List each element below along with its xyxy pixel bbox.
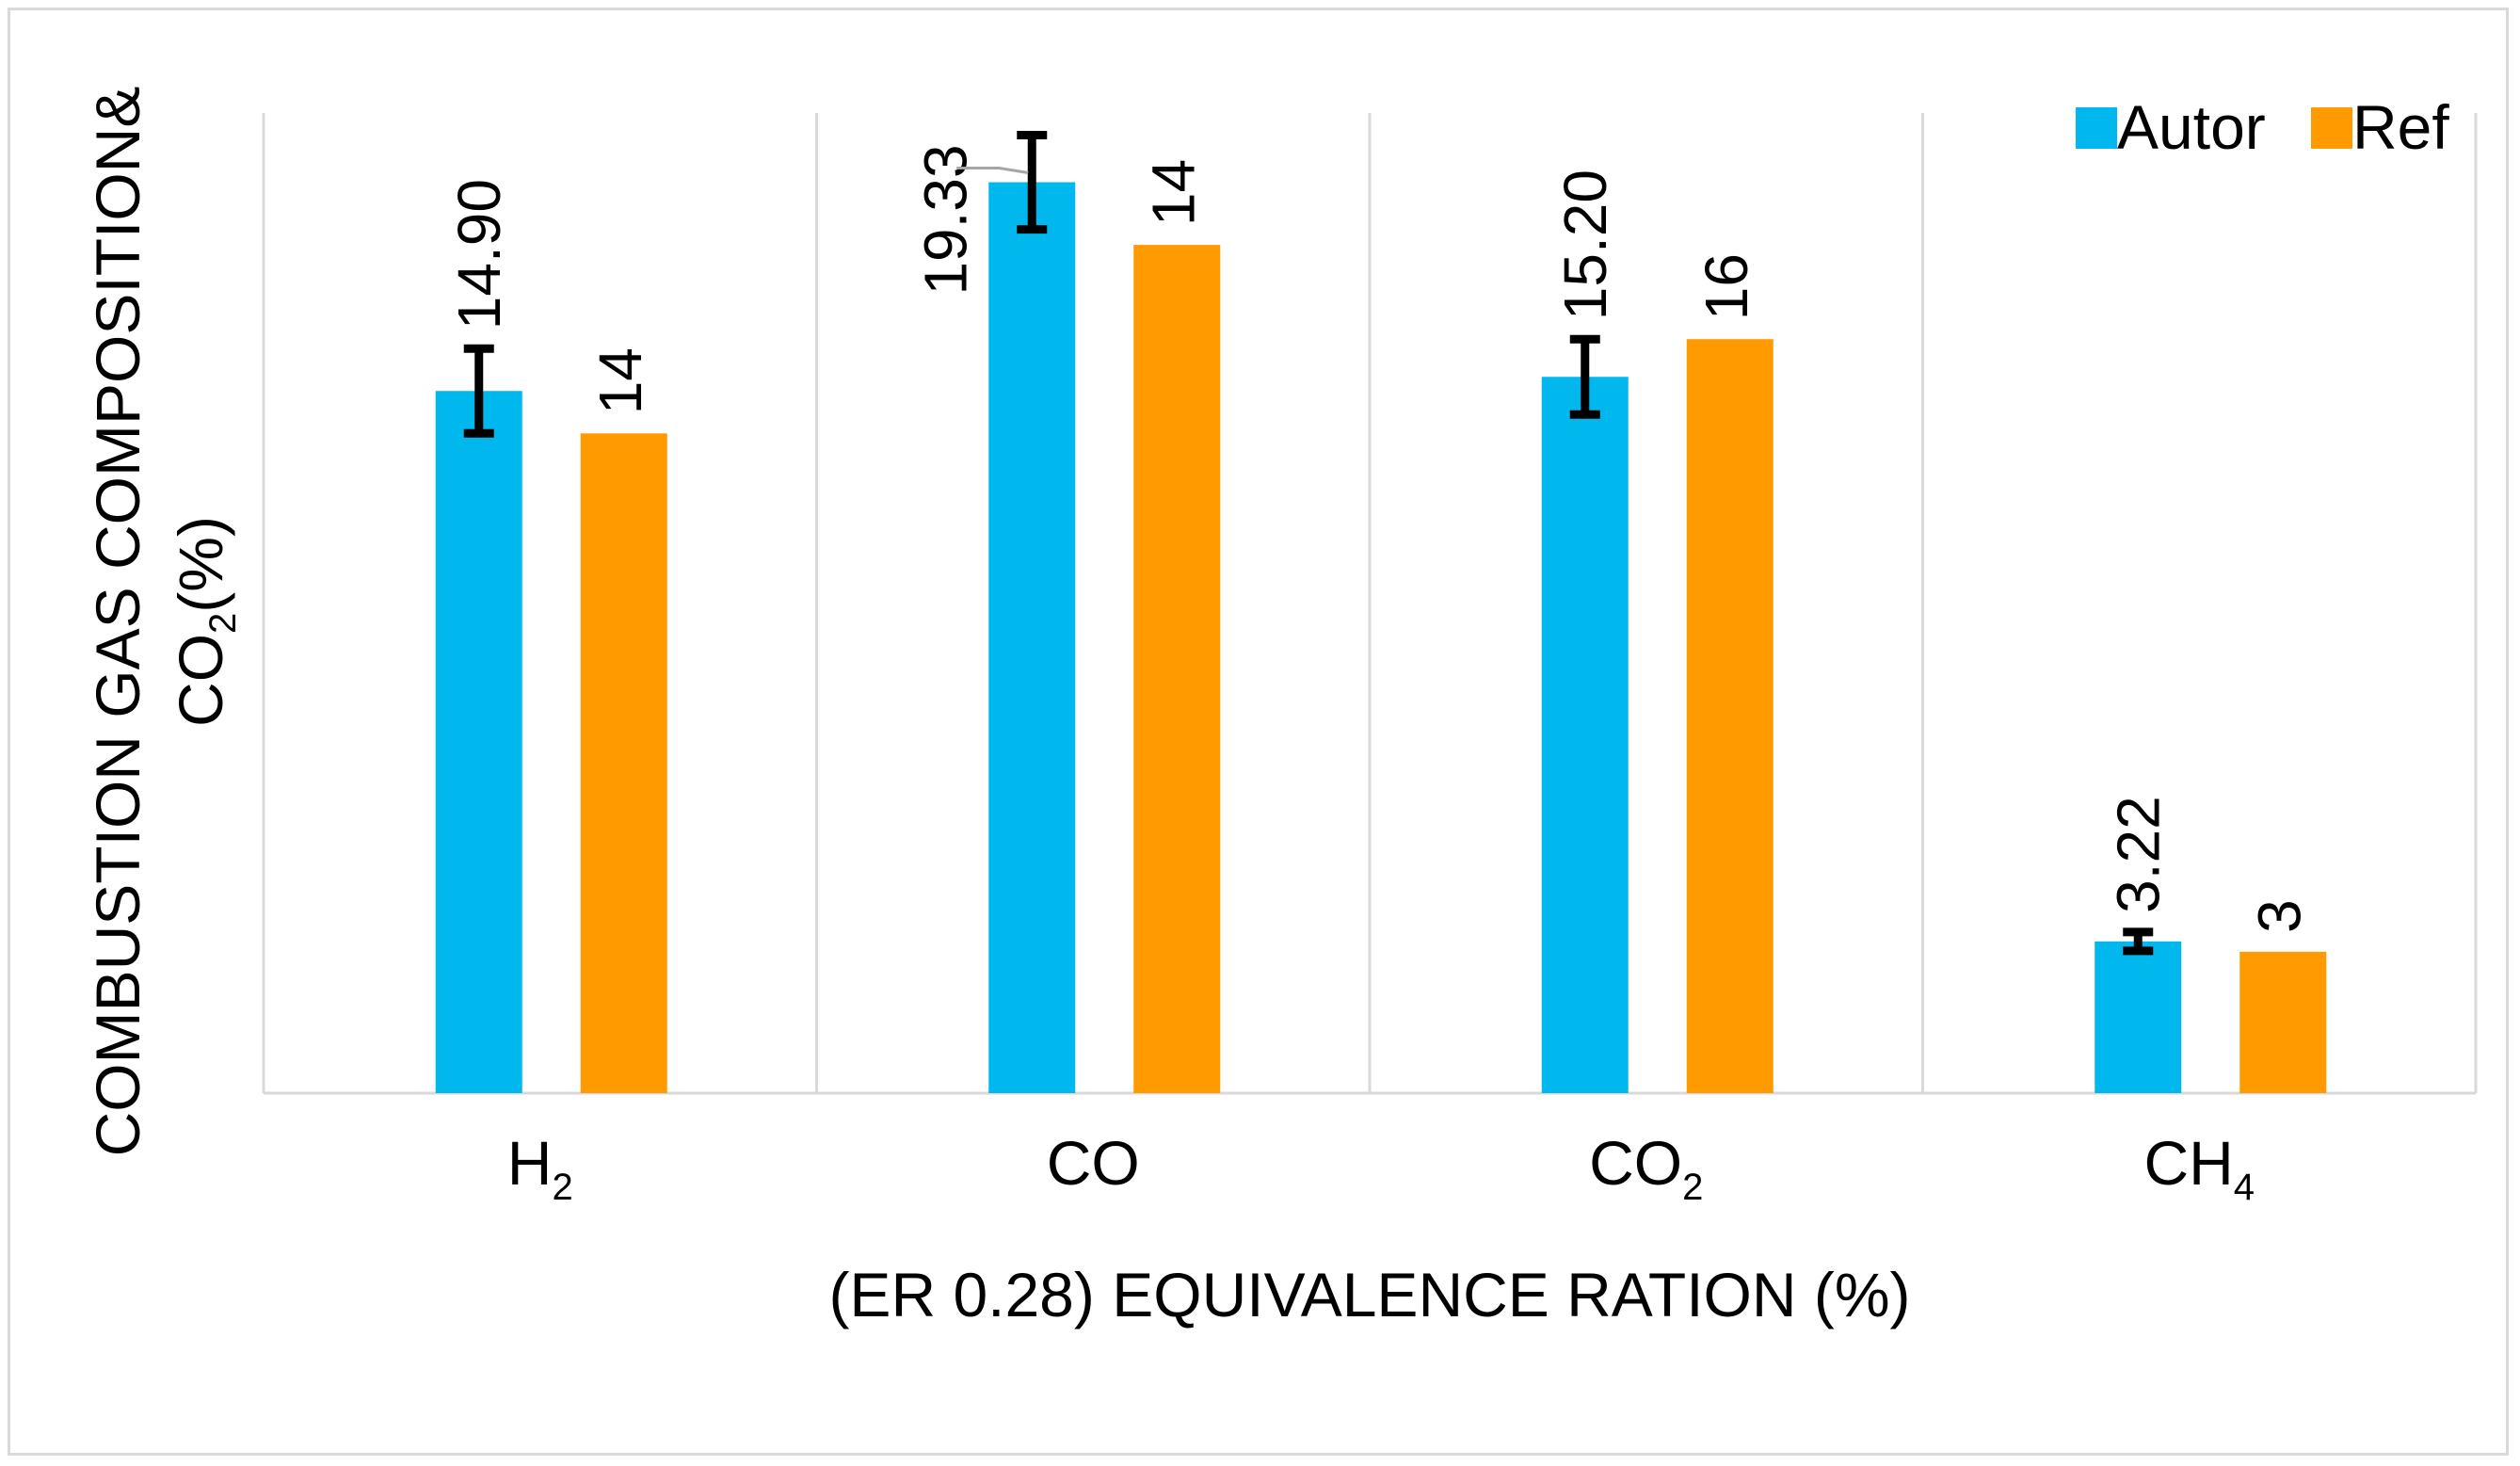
data-label-autor-0: 14.90 <box>445 179 513 330</box>
x-tick-label-3: CH4 <box>2143 1128 2255 1208</box>
legend-label-ref: Ref <box>2352 92 2449 162</box>
data-label-ref-0: 14 <box>586 347 654 414</box>
bar-autor-1[interactable] <box>988 182 1076 1093</box>
legend[interactable]: Autor Ref <box>2076 92 2449 162</box>
y-axis-title: COMBUSTION GAS COMPOSITION& CO2(%) <box>83 87 244 1157</box>
bar-autor-2[interactable] <box>1541 377 1629 1093</box>
bars <box>435 182 2327 1094</box>
data-label-autor-3: 3.22 <box>2104 796 2172 913</box>
error-bars <box>463 130 2154 956</box>
data-label-autor-2: 15.20 <box>1551 169 1619 320</box>
bar-ref-1[interactable] <box>1133 245 1221 1094</box>
x-tick-labels: H2 CO CO2 CH4 <box>507 1128 2255 1208</box>
data-label-ref-1: 14 <box>1139 159 1207 226</box>
legend-swatch-autor <box>2076 107 2117 149</box>
legend-item-autor[interactable]: Autor <box>2076 92 2266 162</box>
bar-autor-3[interactable] <box>2095 941 2182 1093</box>
leader-line <box>956 167 1029 175</box>
data-label-ref-3: 3 <box>2245 899 2313 933</box>
x-tick-label-1: CO <box>1047 1128 1140 1198</box>
legend-item-ref[interactable]: Ref <box>2311 92 2449 162</box>
y-axis-title-line2: CO2(%) <box>166 516 244 727</box>
data-label-autor-1: 19.33 <box>911 144 979 295</box>
y-axis-title-line1: COMBUSTION GAS COMPOSITION& <box>83 87 152 1157</box>
x-tick-label-2: CO2 <box>1589 1128 1703 1208</box>
bar-ref-3[interactable] <box>2239 951 2327 1093</box>
chart-frame <box>8 8 2509 1456</box>
bar-ref-2[interactable] <box>1686 339 1774 1093</box>
gridlines <box>262 113 2478 1093</box>
legend-label-autor: Autor <box>2117 92 2266 162</box>
bar-autor-0[interactable] <box>435 391 522 1093</box>
data-labels: 14.90 14 19.33 14 15.20 16 3.22 3 <box>445 144 2314 932</box>
x-axis-title: (ER 0.28) EQUIVALENCE RATION (%) <box>828 1260 1910 1329</box>
bar-ref-0[interactable] <box>580 433 667 1093</box>
legend-swatch-ref <box>2311 107 2352 149</box>
x-tick-label-0: H2 <box>507 1128 573 1208</box>
data-label-ref-2: 16 <box>1693 253 1760 320</box>
